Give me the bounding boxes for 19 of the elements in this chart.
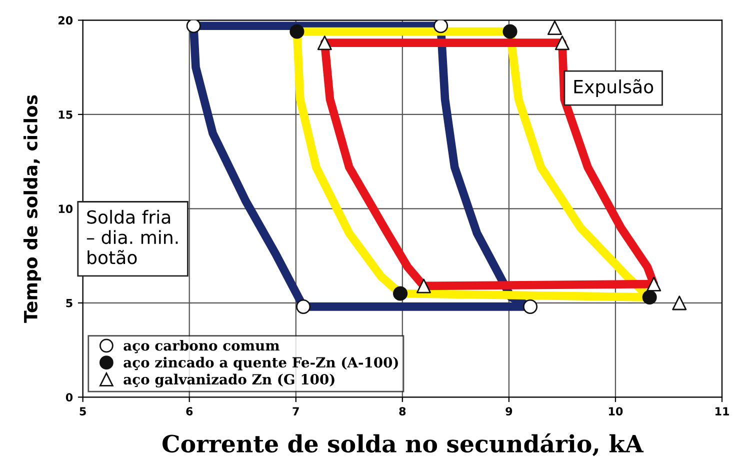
x-tick-label: 9 bbox=[506, 407, 512, 416]
y-tick-label: 5 bbox=[66, 299, 72, 308]
legend-label: aço galvanizado Zn (G 100) bbox=[124, 374, 334, 388]
x-axis-title: Corrente de solda no secundário, kA bbox=[162, 433, 644, 456]
y-tick-label: 0 bbox=[66, 393, 73, 402]
legend-label: aço zincado a quente Fe-Zn (A-100) bbox=[124, 356, 398, 370]
x-tick-label: 7 bbox=[292, 407, 299, 416]
x-tick-label: 6 bbox=[186, 407, 193, 416]
y-tick-label: 10 bbox=[58, 204, 73, 214]
x-tick-label: 5 bbox=[80, 407, 86, 416]
y-tick-label: 15 bbox=[58, 110, 72, 119]
x-tick-label: 11 bbox=[716, 407, 729, 416]
x-tick-label: 8 bbox=[399, 407, 406, 416]
y-axis-title: Tempo de solda, ciclos bbox=[24, 95, 41, 323]
y-tick-label: 20 bbox=[58, 16, 73, 25]
legend-label: aço carbono comum bbox=[124, 340, 280, 354]
annotation: Expulsão bbox=[574, 79, 654, 97]
annotation: Solda fria – dia. min. botão bbox=[86, 210, 178, 264]
x-tick-label: 10 bbox=[609, 407, 623, 416]
